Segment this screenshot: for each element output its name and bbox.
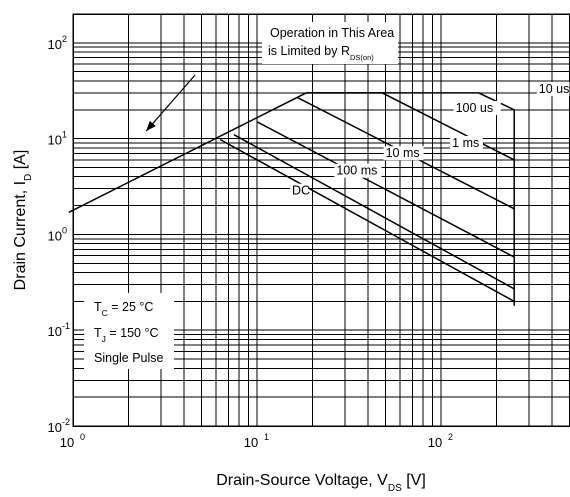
y-tick-exponent: 1: [62, 130, 67, 140]
curve-label: 1 ms: [452, 136, 479, 150]
curve-label: 100 us: [456, 101, 494, 115]
curve-label-bg: [536, 81, 570, 96]
plot-frame: [72, 13, 570, 427]
y-tick-label: 10: [48, 420, 62, 435]
note-tj-line: TJ = 150 °C: [94, 326, 159, 344]
x-tick-label: 10: [60, 435, 74, 450]
y-tick-label: 10: [48, 324, 62, 339]
x-tick-label: 10: [428, 435, 442, 450]
note-tc-line: TC = 25 °C: [94, 300, 153, 318]
rds-note-line2: is Limited by RDS(on): [268, 44, 374, 62]
annotation-arrow-head: [146, 120, 156, 131]
curve-label: 10 us: [539, 82, 570, 96]
annotation-arrow: [145, 74, 196, 132]
y-tick-label: 10: [48, 228, 62, 243]
rds-note-line1: Operation in This Area: [270, 26, 394, 40]
x-tick-labels: 10 0 10 1 10 2: [60, 432, 453, 450]
curve-labels: 10 us 100 us 1 ms 10 ms 100 ms DC: [290, 81, 570, 198]
y-tick-exponent: 2: [62, 34, 67, 44]
x-tick-exponent: 1: [264, 432, 269, 442]
curve-label: 100 ms: [336, 164, 377, 178]
conditions-note: TC = 25 °C TJ = 150 °C Single Pulse: [84, 293, 174, 369]
y-tick-label: 10: [48, 37, 62, 52]
curve-100-ms: [233, 134, 515, 290]
y-tick-exponent: -1: [62, 321, 70, 331]
curve-label-bg: [453, 100, 501, 115]
rds-limit-note: Operation in This Area is Limited by RDS…: [262, 22, 398, 64]
curve-10-us: [68, 92, 515, 306]
curve-label-bg: [450, 135, 483, 150]
curves: [68, 92, 515, 306]
curve-label: DC: [292, 184, 310, 198]
curve-10-ms: [256, 121, 515, 258]
curve-label-bg: [383, 146, 424, 161]
y-tick-exponent: 0: [62, 225, 67, 235]
y-tick-label: 10: [48, 133, 62, 148]
note-pulse-line: Single Pulse: [94, 351, 164, 365]
curve-label-bg: [290, 183, 309, 198]
y-tick-exponent: -2: [62, 417, 70, 427]
curve-DC: [219, 138, 515, 303]
y-axis-label: Drain Current, ID [A]: [12, 150, 34, 291]
x-tick-exponent: 0: [80, 432, 85, 442]
x-axis-label: Drain-Source Voltage, VDS [V]: [216, 472, 426, 494]
curve-label: 10 ms: [386, 146, 420, 160]
x-tick-label: 10: [244, 435, 258, 450]
x-tick-exponent: 2: [448, 432, 453, 442]
curve-label-bg: [334, 163, 382, 178]
